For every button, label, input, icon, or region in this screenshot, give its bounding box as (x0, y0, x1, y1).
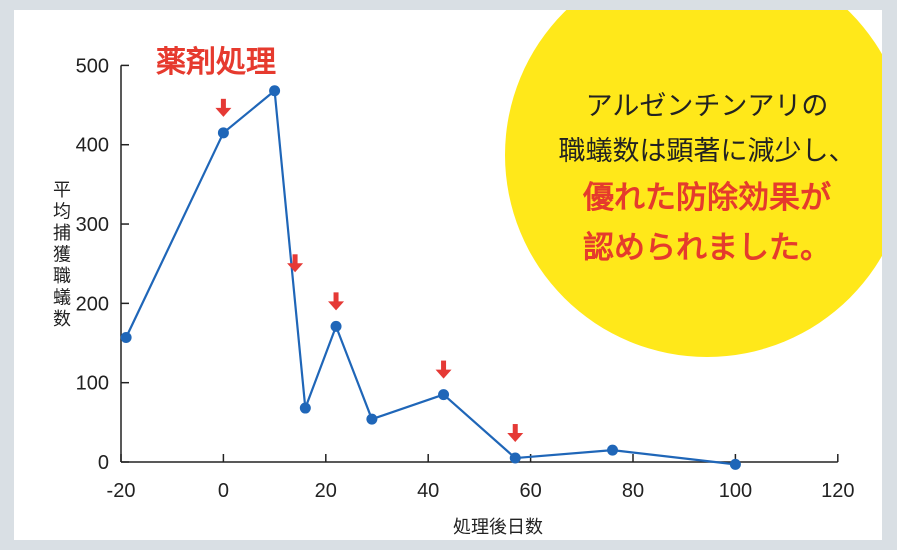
treatment-arrow (328, 292, 345, 311)
arrow-head (435, 369, 452, 379)
x-tick-label: 80 (622, 480, 644, 502)
treatment-arrow (435, 360, 452, 379)
treatment-arrow (507, 424, 524, 443)
arrow-shaft (220, 98, 226, 109)
y-tick-label: 0 (98, 452, 109, 474)
callout-line-1: アルゼンチンアリの (586, 91, 829, 122)
y-tick-label: 500 (76, 55, 109, 77)
arrow-head (507, 433, 524, 443)
x-tick-label: 40 (417, 480, 439, 502)
y-axis-title-text: 平均捕獲職蟻数 (53, 180, 71, 330)
data-point (729, 458, 741, 470)
callout-line-4: 認められました。 (583, 230, 831, 266)
data-point (217, 127, 229, 139)
axes: -20 0 20 40 60 80 100 120 0 100 200 300 400 500 (76, 55, 855, 502)
treatment-markers (215, 98, 524, 443)
data-point (438, 389, 450, 401)
arrow-shaft (292, 254, 298, 265)
chart-panel: -20 0 20 40 60 80 100 120 0 100 200 300 400 500 薬剤処理 … (14, 10, 882, 540)
data-point (366, 413, 378, 425)
arrow-head (215, 107, 232, 117)
series-group (120, 85, 741, 470)
callout-badge: アルゼンチンアリの 職蟻数は顕著に減少し、 優れた防除効果が 認められました。 (495, 10, 882, 367)
series-line (125, 89, 736, 466)
x-axis-title: 処理後日数 (453, 517, 543, 538)
treatment-arrow (287, 254, 304, 273)
data-point (269, 85, 281, 97)
x-tick-label: 20 (315, 480, 337, 502)
arrow-shaft (441, 360, 447, 371)
data-point (299, 402, 311, 414)
y-tick-label: 200 (76, 293, 109, 315)
y-tick-label: 100 (76, 373, 109, 395)
x-tick-label: 60 (519, 480, 541, 502)
data-point (607, 444, 619, 456)
arrow-head (287, 263, 304, 273)
x-tick-label: 100 (719, 480, 752, 502)
data-point (120, 331, 132, 343)
treatment-arrow (215, 98, 232, 117)
x-tick-label: 0 (218, 480, 229, 502)
y-axis-title: 平均捕獲職蟻数 (53, 180, 71, 330)
callout-badge-fill (505, 10, 882, 357)
treatment-label: 薬剤処理 (156, 45, 276, 80)
x-tick-label: -20 (107, 480, 136, 502)
arrow-shaft (512, 424, 518, 435)
arrow-head (328, 301, 345, 311)
arrow-shaft (333, 292, 339, 303)
y-tick-label: 300 (76, 214, 109, 236)
callout-line-2: 職蟻数は顕著に減少し、 (559, 136, 856, 167)
x-tick-label: 120 (821, 480, 854, 502)
callout-line-3: 優れた防除効果が (582, 180, 831, 216)
data-point (509, 452, 521, 464)
data-point (330, 320, 342, 332)
y-tick-label: 400 (76, 135, 109, 157)
